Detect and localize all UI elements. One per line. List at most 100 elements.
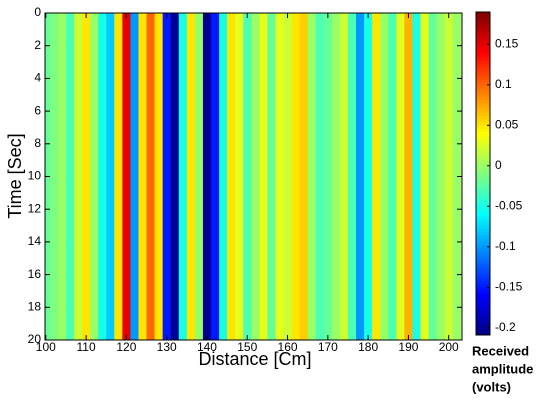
heatmap-cell: [243, 13, 252, 340]
heatmap-cell: [339, 13, 349, 340]
colorbar-tick-label: -0.05: [495, 198, 523, 212]
heatmap-cell: [396, 13, 405, 340]
heatmap-cell: [412, 13, 422, 340]
colorbar-segment: [476, 21, 490, 26]
colorbar-segment: [476, 170, 490, 174]
colorbar-segment: [476, 183, 490, 187]
colorbar-segment: [476, 160, 490, 165]
heatmap-cell: [82, 13, 91, 340]
heatmap-cell: [323, 13, 333, 340]
y-axis-title: Time [Sec]: [5, 133, 25, 218]
x-tick-label: 130: [157, 340, 177, 354]
colorbar-segment: [476, 293, 490, 297]
heatmap-cell: [162, 13, 172, 340]
colorbar-segment: [476, 147, 490, 152]
colorbar-segment: [476, 260, 490, 265]
colorbar-segment: [476, 270, 490, 275]
colorbar-segment: [476, 37, 490, 42]
colorbar-segment: [476, 325, 490, 330]
colorbar-segment: [476, 108, 490, 113]
colorbar-segment: [476, 128, 490, 133]
colorbar-segment: [476, 150, 490, 155]
colorbar-segment: [476, 125, 490, 129]
x-tick-label: 170: [318, 340, 338, 354]
colorbar-segment: [476, 66, 490, 71]
colorbar-segment: [476, 205, 490, 210]
heatmap-cell: [315, 13, 325, 340]
colorbar-segment: [476, 305, 490, 310]
y-tick-label: 14: [28, 234, 42, 248]
colorbar-segment: [476, 309, 490, 313]
colorbar-segment: [476, 102, 490, 107]
heatmap-cell: [114, 13, 123, 340]
colorbar-segment: [476, 257, 490, 262]
colorbar-segment: [476, 234, 490, 239]
heatmap-cell: [364, 13, 373, 340]
heatmap-cell: [428, 13, 438, 340]
colorbar-segment: [476, 202, 490, 207]
colorbar-segment: [476, 215, 490, 220]
heatmap-cell: [372, 13, 381, 340]
colorbar-segment: [476, 118, 490, 123]
colorbar-segment: [476, 179, 490, 184]
heatmap-cell: [186, 13, 196, 340]
colorbar-segment: [476, 241, 490, 246]
colorbar-segment: [476, 254, 490, 258]
heatmap-cell: [210, 13, 220, 340]
heatmap-cell: [90, 13, 99, 340]
colorbar-segment: [476, 28, 490, 32]
colorbar-segment: [476, 89, 490, 94]
colorbar-tick-label: 0.05: [495, 118, 519, 132]
colorbar-segment: [476, 273, 490, 278]
colorbar-segment: [476, 112, 490, 116]
colorbar-segment: [476, 315, 490, 320]
heatmap-cell: [356, 13, 365, 340]
heatmap-cell: [388, 13, 397, 340]
heatmap-cell: [227, 13, 236, 340]
colorbar-tick-label: -0.1: [495, 239, 516, 253]
colorbar-title: Received: [472, 343, 529, 358]
colorbar-segment: [476, 73, 490, 78]
colorbar-segment: [476, 263, 490, 268]
colorbar-segment: [476, 95, 490, 100]
x-tick-label: 140: [197, 340, 217, 354]
colorbar-segment: [476, 12, 490, 16]
heatmap-cell: [146, 13, 156, 340]
heatmap-cell: [259, 13, 268, 340]
colorbar-segment: [476, 276, 490, 281]
colorbar-segment: [476, 228, 490, 233]
heatmap-cell: [420, 13, 430, 340]
heatmap-cell: [154, 13, 164, 340]
colorbar-segment: [476, 322, 490, 326]
colorbar-segment: [476, 70, 490, 74]
colorbar-segment: [476, 115, 490, 120]
colorbar-tick-label: 0.1: [495, 77, 512, 91]
colorbar-segment: [476, 312, 490, 317]
colorbar-segment: [476, 286, 490, 291]
x-tick-label: 120: [116, 340, 136, 354]
colorbar-segment: [476, 60, 490, 65]
colorbar-segment: [476, 328, 490, 333]
y-tick-label: 18: [28, 299, 42, 313]
colorbar-segment: [476, 31, 490, 36]
heatmap-cell: [106, 13, 115, 340]
colorbar-segment: [476, 173, 490, 178]
colorbar-segment: [476, 196, 490, 200]
colorbar-segment: [476, 280, 490, 284]
colorbar-segment: [476, 247, 490, 252]
heatmap-cell: [404, 13, 413, 340]
heatmap-cell: [299, 13, 309, 340]
y-tick-label: 2: [34, 38, 41, 52]
colorbar-segment: [476, 137, 490, 142]
colorbar-segment: [476, 41, 490, 45]
colorbar-segment: [476, 53, 490, 58]
heatmap-cell: [380, 13, 389, 340]
colorbar-segment: [476, 238, 490, 242]
x-tick-label: 110: [77, 340, 96, 354]
x-tick-label: 200: [439, 340, 459, 354]
colorbar-segment: [476, 76, 490, 81]
colorbar-segment: [476, 105, 490, 110]
colorbar-tick-label: 0: [495, 158, 502, 172]
heatmap-cell: [194, 13, 204, 340]
x-tick-label: 150: [237, 340, 257, 354]
